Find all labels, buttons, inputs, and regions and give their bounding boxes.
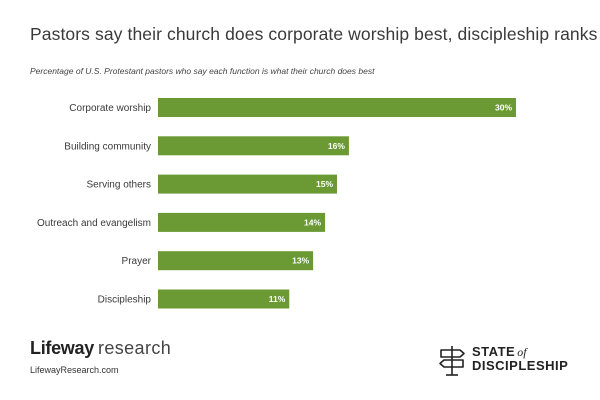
brand-name-light: research (97, 338, 172, 358)
value-label: 14% (304, 217, 321, 227)
category-label: Outreach and evangelism (37, 218, 151, 229)
value-label: 15% (316, 179, 333, 189)
bar-outreach-and-evangelism (158, 212, 326, 232)
value-label: 11% (269, 294, 286, 304)
value-label: 16% (328, 141, 345, 151)
bar-corporate-worship (158, 98, 516, 117)
logo-state-word: STATE (472, 344, 516, 359)
brand-name-bold: Lifeway (30, 338, 94, 358)
value-label: 30% (495, 103, 512, 113)
category-label: Prayer (122, 256, 152, 267)
website-link: LifewayResearch.com (30, 365, 119, 375)
category-label: Discipleship (98, 295, 152, 306)
bar-prayer (158, 251, 314, 271)
state-of-discipleship-logo: STATE of DISCIPLESHIP (437, 344, 587, 376)
bar-serving-others (158, 174, 337, 194)
signpost-icon (439, 346, 465, 376)
lifeway-research-logo: Lifeway research (30, 338, 171, 359)
chart-title: Pastors say their church does corporate … (30, 24, 600, 44)
chart-subtitle: Percentage of U.S. Protestant pastors wh… (30, 66, 375, 76)
category-label: Building community (64, 141, 151, 152)
category-label: Serving others (87, 180, 151, 191)
bar-discipleship (158, 289, 290, 309)
category-label: Corporate worship (69, 103, 151, 114)
value-label: 13% (292, 256, 309, 266)
logo-wordmark: STATE of DISCIPLESHIP (472, 345, 568, 373)
bar-building-community (158, 136, 349, 156)
logo-discipleship-word: DISCIPLESHIP (472, 358, 569, 373)
logo-of-word: of (517, 345, 527, 359)
